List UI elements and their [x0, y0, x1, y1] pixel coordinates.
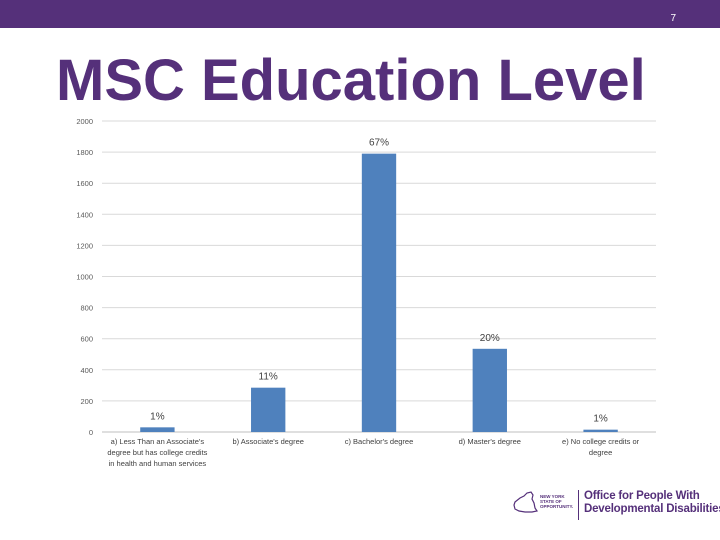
bar: [361, 153, 397, 432]
header-bar: 7: [0, 0, 720, 28]
bar: [251, 387, 286, 432]
bar: [472, 348, 507, 432]
logo-organization-name: Office for People With Developmental Dis…: [584, 490, 720, 516]
logo-org-line1: Office for People With: [584, 490, 700, 502]
category-label: d) Master's degree: [459, 437, 521, 446]
logo-divider: [578, 490, 579, 520]
category-label: b) Associate's degree: [232, 437, 303, 446]
category-label: a) Less Than an Associate's degree but ha…: [107, 437, 207, 468]
category-label: e) No college credits or degree: [562, 437, 640, 457]
y-tick-label: 1400: [76, 210, 93, 219]
data-label: 1%: [593, 414, 608, 425]
slide-number: 7: [670, 13, 676, 24]
slide-title: MSC Education Level: [56, 48, 646, 113]
y-tick-label: 800: [80, 304, 93, 313]
y-tick-label: 1000: [76, 273, 93, 282]
bar: [583, 429, 618, 432]
data-label: 11%: [259, 372, 278, 383]
y-tick-label: 600: [80, 335, 93, 344]
y-tick-label: 0: [89, 428, 93, 437]
data-label: 67%: [369, 138, 389, 149]
y-tick-label: 1200: [76, 241, 93, 250]
new-york-state-map-icon: [513, 491, 538, 513]
category-label: c) Bachelor's degree: [345, 437, 414, 446]
y-tick-label: 200: [80, 397, 93, 406]
data-label: 1%: [150, 411, 165, 422]
logo-seal-text: NEW YORK STATE OF OPPORTUNITY.: [540, 494, 574, 509]
bar: [140, 427, 175, 432]
y-tick-label: 1600: [76, 179, 93, 188]
y-tick-label: 1800: [76, 148, 93, 157]
opwdd-logo: NEW YORK STATE OF OPPORTUNITY. Office fo…: [512, 486, 720, 526]
logo-org-line2: Developmental Disabilities: [584, 503, 720, 515]
data-label: 20%: [480, 333, 500, 344]
y-tick-label: 2000: [76, 117, 93, 126]
y-tick-label: 400: [80, 366, 93, 375]
